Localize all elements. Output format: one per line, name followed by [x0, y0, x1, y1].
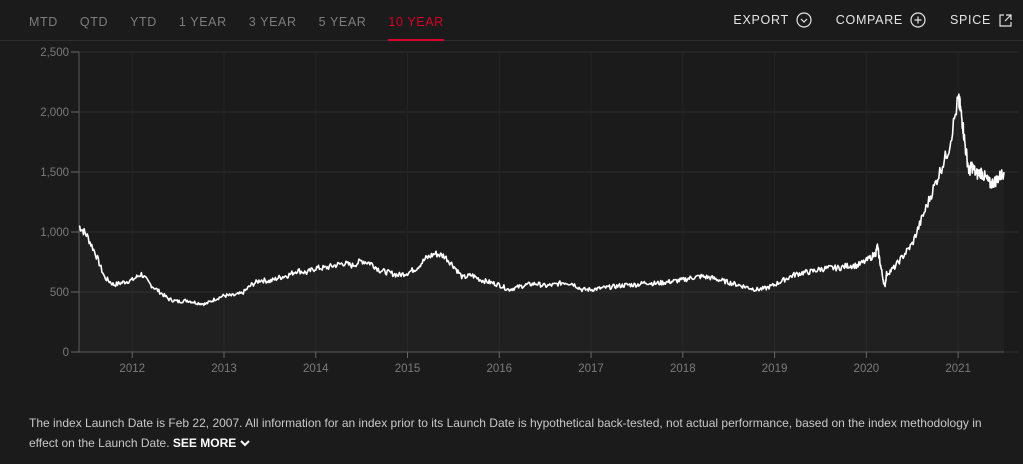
y-tick-label: 1,000 [40, 227, 69, 239]
y-tick-label: 0 [63, 347, 69, 359]
x-tick-label: 2013 [211, 363, 237, 375]
y-tick-label: 500 [50, 287, 69, 299]
x-tick-label: 2019 [762, 363, 788, 375]
x-tick-label: 2021 [945, 363, 971, 375]
tab-mtd[interactable]: MTD [29, 15, 58, 29]
export-button[interactable]: EXPORT [733, 12, 812, 28]
x-tick-label: 2020 [854, 363, 880, 375]
x-tick-label: 2012 [119, 363, 145, 375]
index-level-chart: 0 500 1,000 1,500 2,000 2,500 2012 2013 2014 2015… [0, 40, 1023, 385]
chart-canvas: 0 500 1,000 1,500 2,000 2,500 2012 2013 2014 2015… [40, 47, 1018, 375]
export-label: EXPORT [733, 13, 789, 27]
x-tick-label: 2015 [395, 363, 421, 375]
external-link-icon [998, 13, 1013, 28]
spice-link[interactable]: SPICE [950, 13, 1013, 28]
tab-3-year[interactable]: 3 YEAR [248, 15, 297, 29]
chevron-down-icon [240, 440, 250, 447]
x-tick-label: 2014 [303, 363, 329, 375]
see-more-label: SEE MORE [172, 436, 237, 450]
spice-label: SPICE [949, 13, 991, 27]
tab-qtd[interactable]: QTD [79, 15, 109, 29]
plus-circle-icon [910, 12, 926, 28]
chart-actions: EXPORT COMPARE SPICE [709, 0, 1013, 40]
x-tick-label: 2016 [486, 363, 512, 375]
tab-1-year[interactable]: 1 YEAR [178, 15, 227, 29]
tab-10-year[interactable]: 10 YEAR [388, 0, 445, 41]
y-tick-label: 2,500 [40, 47, 69, 59]
y-tick-label: 2,000 [40, 107, 69, 119]
launch-date-footnote: The index Launch Date is Feb 22, 2007. A… [29, 413, 1009, 453]
see-more-link[interactable]: SEE MORE [173, 436, 251, 450]
compare-button[interactable]: COMPARE [836, 12, 926, 28]
footnote-text: The index Launch Date is Feb 22, 2007. A… [29, 416, 982, 450]
series-line [78, 93, 1005, 307]
timeframe-tabs: MTD QTD YTD 1 YEAR 3 YEAR 5 YEAR 10 YEAR [29, 0, 466, 41]
tab-ytd[interactable]: YTD [130, 15, 157, 29]
timeframe-toolbar: MTD QTD YTD 1 YEAR 3 YEAR 5 YEAR 10 YEAR… [0, 0, 1023, 41]
y-tick-label: 1,500 [40, 167, 69, 179]
compare-label: COMPARE [835, 13, 903, 27]
chevron-down-circle-icon [796, 12, 812, 28]
x-tick-label: 2018 [670, 363, 696, 375]
tab-5-year[interactable]: 5 YEAR [318, 15, 367, 29]
series-area [79, 94, 1004, 352]
x-tick-label: 2017 [578, 363, 604, 375]
